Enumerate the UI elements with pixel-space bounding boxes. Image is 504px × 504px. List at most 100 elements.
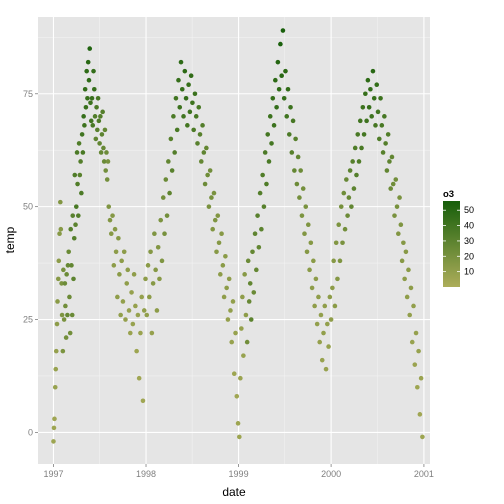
data-point	[305, 222, 311, 227]
data-point	[373, 123, 378, 128]
data-point	[61, 317, 67, 322]
data-point	[107, 217, 113, 223]
data-point	[81, 114, 86, 119]
data-point	[380, 150, 386, 155]
x-tick-label: 1999	[229, 469, 249, 479]
data-point	[196, 105, 202, 110]
data-point	[335, 276, 340, 282]
data-point	[231, 371, 237, 377]
data-point	[201, 150, 207, 155]
data-point	[280, 28, 286, 33]
plot-panel	[38, 17, 430, 464]
data-point	[53, 348, 59, 354]
data-point	[220, 263, 226, 268]
data-point	[171, 114, 176, 119]
data-point	[52, 384, 58, 390]
data-point	[134, 348, 139, 354]
data-point	[392, 213, 397, 218]
data-point	[344, 177, 349, 182]
x-axis-title: date	[222, 485, 246, 499]
data-point	[325, 321, 330, 327]
data-point	[99, 132, 105, 137]
legend-label: 30	[464, 236, 474, 246]
data-point	[331, 258, 336, 264]
data-point	[257, 190, 263, 196]
data-point	[242, 272, 247, 277]
x-tick-label: 2000	[321, 469, 341, 479]
data-point	[300, 186, 306, 191]
data-point	[243, 312, 249, 318]
legend-colorbar	[443, 201, 460, 287]
data-point	[404, 294, 410, 300]
legend-label: 10	[464, 267, 474, 277]
data-point	[105, 159, 111, 164]
data-point	[313, 276, 319, 282]
data-point	[417, 412, 423, 417]
data-point	[234, 393, 240, 399]
data-point	[159, 258, 165, 264]
x-tick-label: 2001	[414, 469, 434, 479]
data-point	[79, 132, 85, 137]
data-point	[387, 159, 392, 164]
data-point	[375, 109, 381, 115]
data-point	[293, 136, 298, 142]
data-point	[314, 321, 320, 327]
data-point	[294, 181, 300, 187]
data-point	[140, 398, 146, 404]
data-point	[295, 154, 301, 160]
data-point	[133, 303, 138, 309]
data-point	[58, 199, 63, 205]
data-point	[292, 168, 297, 173]
data-point	[336, 222, 342, 227]
data-point	[71, 235, 77, 241]
data-point	[154, 308, 160, 313]
data-point	[347, 168, 353, 173]
data-point	[275, 59, 281, 65]
data-point	[420, 434, 425, 440]
data-point	[51, 439, 56, 444]
data-point	[270, 95, 276, 101]
data-point	[95, 127, 100, 133]
data-point	[349, 204, 354, 209]
data-point	[152, 231, 157, 237]
data-point	[64, 272, 69, 277]
data-point	[298, 168, 303, 173]
data-point	[116, 235, 121, 241]
data-point	[141, 308, 147, 313]
data-point	[228, 308, 233, 313]
data-point	[378, 95, 383, 101]
data-point	[63, 303, 68, 309]
data-point	[214, 249, 219, 255]
data-point	[55, 299, 60, 304]
data-point	[309, 285, 315, 291]
data-point	[354, 172, 359, 178]
data-point	[269, 141, 274, 146]
data-point	[173, 95, 179, 101]
data-point	[303, 204, 309, 209]
data-point	[94, 105, 99, 110]
data-point	[113, 249, 119, 255]
data-point	[267, 114, 273, 119]
data-point	[119, 258, 124, 264]
data-point	[357, 118, 363, 124]
data-point	[103, 168, 108, 173]
data-point	[389, 154, 395, 160]
data-point	[91, 68, 96, 74]
data-point	[396, 231, 401, 237]
data-point	[365, 77, 371, 83]
data-point	[327, 294, 333, 300]
data-point	[283, 68, 288, 74]
data-point	[191, 127, 196, 133]
data-point	[176, 77, 181, 83]
data-point	[59, 281, 64, 286]
data-point	[181, 114, 186, 119]
data-point	[95, 95, 101, 101]
data-point	[66, 249, 71, 255]
data-point	[265, 132, 271, 137]
data-point	[167, 190, 172, 196]
data-point	[251, 290, 257, 295]
y-tick-label: 75	[23, 89, 33, 99]
data-point	[96, 118, 102, 124]
legend-ticks: 10 20 30 40 50	[443, 205, 474, 277]
data-point	[254, 267, 259, 273]
